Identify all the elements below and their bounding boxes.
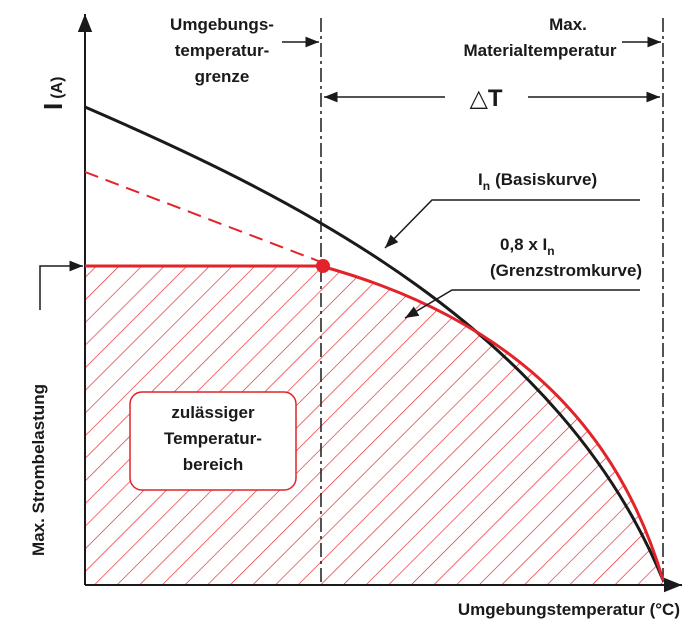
region-line-3: bereich bbox=[183, 455, 243, 474]
basis-pointer bbox=[384, 199, 640, 249]
limit-label: 0,8 x In bbox=[500, 235, 555, 258]
basis-curve bbox=[84, 105, 665, 581]
basis-subscript: n bbox=[483, 179, 490, 193]
limit-curve bbox=[85, 264, 665, 581]
basis-name: (Basiskurve) bbox=[495, 170, 597, 189]
y-unit: (A) bbox=[49, 77, 66, 99]
limit-prefix: 0,8 x I bbox=[500, 235, 547, 254]
region-line-1: zulässiger bbox=[171, 403, 255, 422]
max-load-arrow bbox=[39, 260, 83, 310]
ambient-line-3: grenze bbox=[195, 67, 250, 86]
limit-pointer bbox=[404, 289, 640, 319]
limit-subscript: n bbox=[547, 244, 554, 258]
ambient-line-1: Umgebungs- bbox=[170, 15, 274, 34]
x-axis-label: Umgebungstemperatur (°C) bbox=[458, 600, 680, 619]
ambient-line-2: temperatur- bbox=[175, 41, 269, 60]
region-line-2: Temperatur- bbox=[164, 429, 262, 448]
limit-extension bbox=[84, 171, 322, 263]
limit-point bbox=[316, 259, 330, 273]
basis-symbol: I bbox=[478, 170, 483, 189]
y-symbol: I bbox=[38, 103, 68, 110]
material-line-1: Max. bbox=[549, 15, 587, 34]
max-load-label: Max. Strombelastung bbox=[29, 384, 48, 556]
material-line-2: Materialtemperatur bbox=[463, 41, 616, 60]
allowed-region bbox=[85, 266, 663, 585]
y-axis-label: I (A) bbox=[38, 77, 68, 110]
basis-label: In (Basiskurve) bbox=[478, 170, 597, 193]
delta-label: △T bbox=[469, 85, 502, 112]
limit-name: (Grenzstromkurve) bbox=[490, 261, 642, 280]
region-box bbox=[129, 391, 297, 491]
